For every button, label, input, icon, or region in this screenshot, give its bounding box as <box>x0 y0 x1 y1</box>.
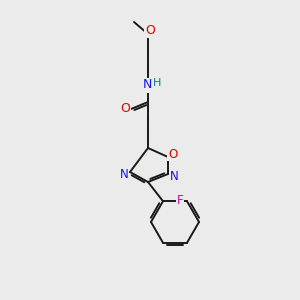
Text: O: O <box>168 148 178 160</box>
Text: N: N <box>120 167 128 181</box>
Text: N: N <box>142 79 152 92</box>
Text: N: N <box>169 169 178 182</box>
Text: F: F <box>177 194 183 207</box>
Text: H: H <box>153 78 161 88</box>
Text: O: O <box>120 103 130 116</box>
Text: O: O <box>145 23 155 37</box>
